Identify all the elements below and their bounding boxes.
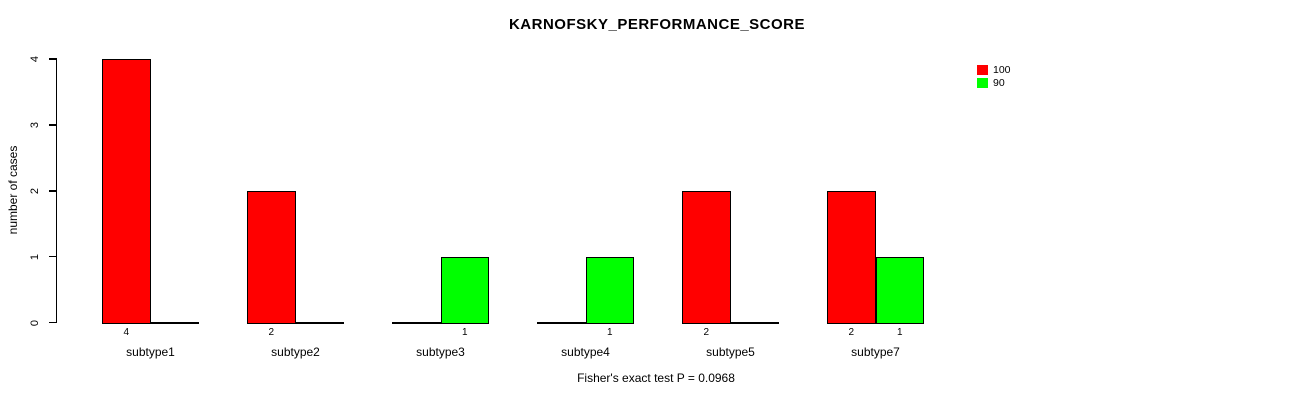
bar-value-label: 1: [606, 327, 613, 338]
group-baseline: [682, 322, 779, 324]
y-axis-line: [55, 58, 57, 324]
x-category-label-subtype1: subtype1: [126, 345, 175, 359]
bar-100-subtype1: [102, 59, 151, 324]
y-axis-tick-label: 1: [29, 253, 41, 260]
legend-label: 100: [993, 64, 1011, 77]
bar-90-subtype7: [875, 256, 924, 324]
y-axis-tick-label: 0: [29, 319, 41, 326]
y-axis-tick: [48, 58, 56, 60]
bar-value-label: 2: [268, 327, 275, 338]
y-axis-tick: [48, 124, 56, 126]
bar-value-label: 2: [703, 327, 710, 338]
group-baseline: [247, 322, 344, 324]
y-axis-tick-label: 4: [29, 55, 41, 63]
x-category-label-subtype3: subtype3: [416, 345, 465, 359]
chart-title: KARNOFSKY_PERFORMANCE_SCORE: [508, 16, 806, 33]
bar-90-subtype4: [585, 256, 634, 324]
bar-value-label: 2: [848, 327, 855, 338]
bar-90-subtype3: [440, 256, 489, 324]
bar-value-label: 4: [123, 327, 130, 338]
group-baseline: [102, 322, 199, 324]
legend: 100 90: [977, 64, 1011, 89]
x-category-label-subtype7: subtype7: [851, 345, 900, 359]
fisher-test-annotation: Fisher's exact test P = 0.0968: [577, 371, 735, 385]
bar-value-label: 1: [896, 327, 903, 338]
y-axis-tick: [48, 255, 56, 258]
legend-item-100: 100: [977, 64, 1011, 77]
bar-100-subtype5: [682, 190, 731, 324]
y-axis-tick: [48, 190, 56, 192]
bar-100-subtype7: [827, 190, 876, 324]
x-category-label-subtype4: subtype4: [561, 345, 610, 359]
bar-value-label: 1: [461, 327, 468, 338]
y-axis-tick: [48, 321, 56, 324]
legend-item-90: 90: [977, 77, 1011, 90]
legend-label: 90: [993, 76, 1005, 89]
bar-100-subtype2: [247, 190, 296, 324]
legend-swatch-icon: [977, 77, 988, 88]
y-axis-tick-label: 3: [29, 121, 41, 128]
legend-swatch-icon: [977, 65, 988, 76]
x-category-label-subtype5: subtype5: [706, 345, 755, 359]
y-axis-label: number of cases: [6, 145, 20, 235]
y-axis-tick-label: 2: [29, 187, 41, 194]
x-category-label-subtype2: subtype2: [271, 345, 320, 359]
